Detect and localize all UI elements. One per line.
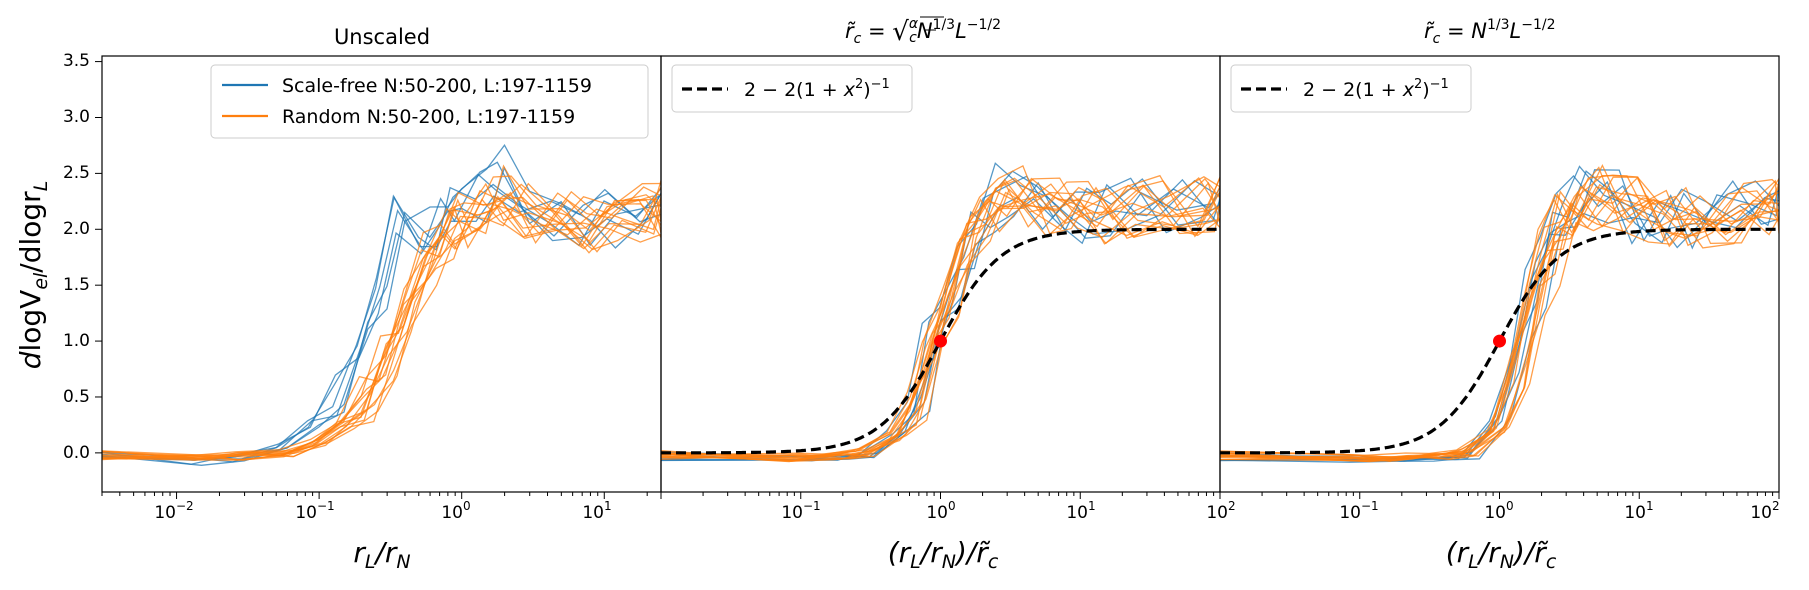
series-line [102, 173, 661, 461]
series-line [102, 175, 661, 460]
legend-label-random: Random N:50-200, L:197-1159 [282, 106, 575, 128]
plot-area [102, 143, 661, 466]
series-line [661, 177, 1220, 460]
legend-panel1: Scale-free N:50-200, L:197-1159 Random N… [210, 64, 649, 139]
fit-curve [1220, 227, 1779, 455]
x-axis-label-panel2: (rL/rN)/r̃c [888, 536, 999, 573]
panel1-title: Unscaled [334, 25, 430, 49]
series-line [661, 177, 1220, 462]
x-tick-label: 101 [1066, 499, 1095, 523]
x-ticks-panel3: 10−1 100 101 102 [1339, 499, 1779, 523]
legend-panel2: 2 − 2(1 + x2)−1 [671, 64, 913, 113]
y-axis-label: dlogVel/dlogrL [14, 181, 52, 370]
y-tick-label: 2.5 [63, 163, 90, 183]
panel-2 [660, 55, 1221, 499]
x-tick-label: 101 [1624, 499, 1653, 523]
series-line [1220, 178, 1779, 462]
series-line [102, 190, 661, 461]
reference-marker [1493, 334, 1506, 348]
fit-curve [661, 227, 1220, 455]
reference-marker [934, 334, 947, 348]
panel2-title: r̃c = √α cN1/3L−1/2 [845, 16, 1001, 47]
y-tick-label: 0.0 [63, 443, 90, 463]
x-tick-label: 10−1 [781, 499, 820, 523]
y-tick-label: 3.5 [63, 51, 90, 71]
x-tick-label: 10−1 [1339, 499, 1378, 523]
series-line [1220, 186, 1779, 462]
y-tick-label: 1.0 [63, 331, 90, 351]
series-line [102, 183, 661, 461]
panel3-title: r̃c = N1/3L−1/2 [1424, 17, 1556, 47]
x-ticks-panel2: 10−1 100 101 102 [781, 499, 1235, 523]
series-line [661, 174, 1220, 463]
y-tick-label: 2.0 [63, 219, 90, 239]
y-tick-label: 3.0 [63, 107, 90, 127]
series-line [661, 178, 1220, 459]
series-line [102, 190, 661, 461]
series-line [102, 187, 661, 465]
x-tick-label: 101 [582, 499, 611, 523]
x-ticks-panel1: 10−2 10−1 100 101 [154, 499, 611, 523]
x-tick-label: 10−2 [154, 499, 193, 523]
plot-area [1220, 164, 1779, 463]
legend-label-scale-free: Scale-free N:50-200, L:197-1159 [282, 75, 592, 97]
series-line [102, 182, 661, 456]
series-line [102, 191, 661, 460]
y-tick-label: 0.5 [63, 387, 90, 407]
x-tick-label: 100 [926, 499, 955, 523]
series-line [661, 164, 1220, 463]
x-axis-label-panel1: rL/rN [353, 536, 410, 573]
panel-1 [95, 55, 662, 499]
x-tick-label: 100 [1484, 499, 1513, 523]
x-tick-label: 100 [441, 499, 470, 523]
axes-frame [660, 55, 1221, 493]
x-tick-label: 10−1 [295, 499, 334, 523]
legend-panel3: 2 − 2(1 + x2)−1 [1230, 64, 1472, 113]
y-tick-label: 1.5 [63, 275, 90, 295]
series-line [661, 186, 1220, 461]
panel-3 [1219, 55, 1780, 499]
x-tick-label: 102 [1206, 499, 1235, 523]
series-line [661, 179, 1220, 457]
plot-area [661, 162, 1220, 463]
series-line [102, 180, 661, 460]
axes-frame [1219, 55, 1780, 493]
series-line [102, 186, 661, 461]
legend-label-fit: 2 − 2(1 + x2)−1 [1303, 77, 1449, 101]
series-line [1220, 185, 1779, 459]
legend-label-fit: 2 − 2(1 + x2)−1 [744, 77, 890, 101]
series-line [661, 177, 1220, 457]
x-tick-label: 102 [1750, 499, 1779, 523]
series-line [661, 179, 1220, 457]
series-line [661, 176, 1220, 459]
y-ticks: 0.0 0.5 1.0 1.5 2.0 2.5 3.0 3.5 [63, 51, 90, 463]
x-axis-label-panel3: (rL/rN)/r̃c [1446, 536, 1557, 573]
series-line [1220, 174, 1779, 460]
